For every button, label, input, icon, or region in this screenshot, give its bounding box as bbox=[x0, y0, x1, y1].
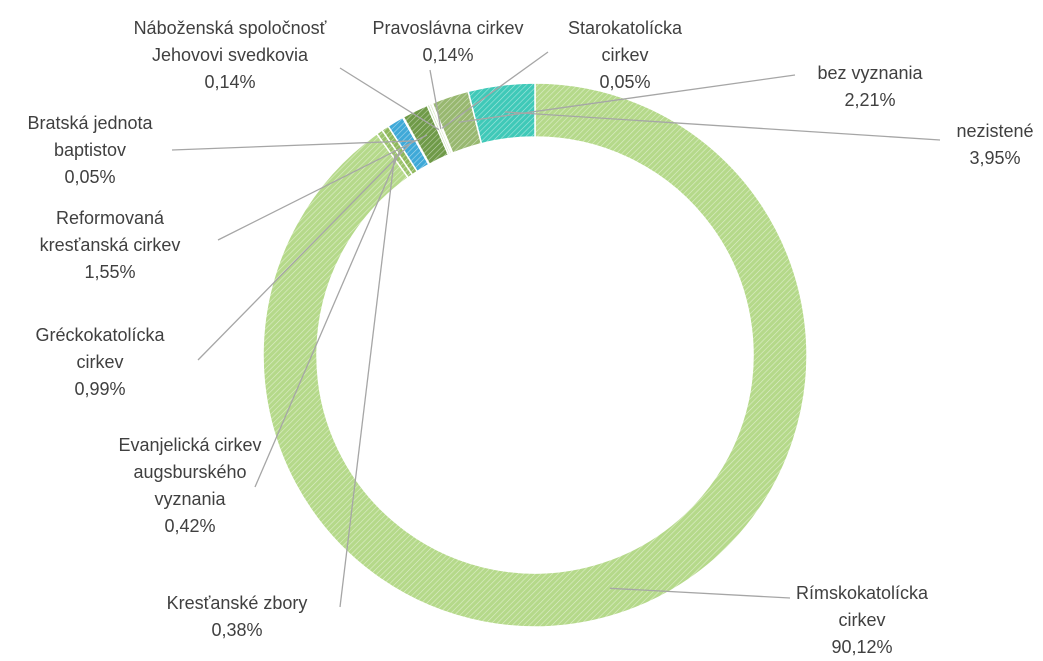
data-label: Náboženská spoločnosť Jehovovi svedkovia… bbox=[130, 15, 330, 96]
slice-hatch bbox=[382, 126, 418, 175]
data-label: Gréckokatolícka cirkev 0,99% bbox=[20, 322, 180, 403]
value-label: 0,14% bbox=[204, 72, 256, 92]
category-name: Náboženská spoločnosť Jehovovi svedkovia bbox=[133, 18, 327, 65]
leader-line bbox=[441, 51, 549, 129]
data-label: bez vyznania 2,21% bbox=[795, 60, 945, 114]
value-label: 0,14% bbox=[422, 45, 474, 65]
category-name: Evanjelická cirkev augsburského vyznania bbox=[118, 435, 262, 509]
leader-line bbox=[504, 111, 941, 141]
category-name: Bratská jednota baptistov bbox=[27, 113, 153, 160]
value-label: 0,42% bbox=[164, 516, 216, 536]
data-label: Pravoslávna cirkev 0,14% bbox=[358, 15, 538, 69]
data-label: Bratská jednota baptistov 0,05% bbox=[5, 110, 175, 191]
leader-line bbox=[458, 74, 796, 123]
value-label: 0,38% bbox=[211, 620, 263, 640]
value-label: 90,12% bbox=[831, 637, 893, 657]
leader-line bbox=[197, 144, 410, 361]
value-label: 0,05% bbox=[599, 72, 651, 92]
data-label: Evanjelická cirkev augsburského vyznania… bbox=[105, 432, 275, 540]
category-name: nezistené bbox=[956, 121, 1034, 141]
category-name: Starokatolícka cirkev bbox=[567, 18, 683, 65]
data-label: Starokatolícka cirkev 0,05% bbox=[555, 15, 695, 96]
category-name: bez vyznania bbox=[817, 63, 923, 83]
leader-line bbox=[609, 587, 791, 599]
value-label: 3,95% bbox=[969, 148, 1021, 168]
slice-hatch bbox=[403, 105, 449, 165]
leader-line bbox=[339, 67, 440, 131]
category-name: Kresťanské zbory bbox=[166, 593, 308, 613]
slice-hatch bbox=[432, 91, 482, 154]
data-label: nezistené 3,95% bbox=[945, 118, 1043, 172]
value-label: 0,99% bbox=[74, 379, 126, 399]
category-name: Pravoslávna cirkev bbox=[372, 18, 524, 38]
slice-hatch bbox=[263, 83, 807, 627]
leader-line bbox=[339, 153, 396, 608]
leader-line bbox=[429, 69, 442, 129]
category-name: Gréckokatolícka cirkev bbox=[35, 325, 165, 372]
value-label: 2,21% bbox=[844, 90, 896, 110]
category-name: Reformovaná kresťanská cirkev bbox=[39, 208, 181, 255]
leader-line bbox=[254, 150, 401, 488]
value-label: 0,05% bbox=[64, 167, 116, 187]
category-name: Rímskokatolícka cirkev bbox=[795, 583, 929, 630]
leader-line bbox=[217, 134, 428, 241]
data-label: Rímskokatolícka cirkev 90,12% bbox=[772, 580, 952, 661]
data-label: Kresťanské zbory 0,38% bbox=[137, 590, 337, 644]
leader-line bbox=[171, 140, 417, 151]
value-label: 1,55% bbox=[84, 262, 136, 282]
data-label: Reformovaná kresťanská cirkev 1,55% bbox=[15, 205, 205, 286]
